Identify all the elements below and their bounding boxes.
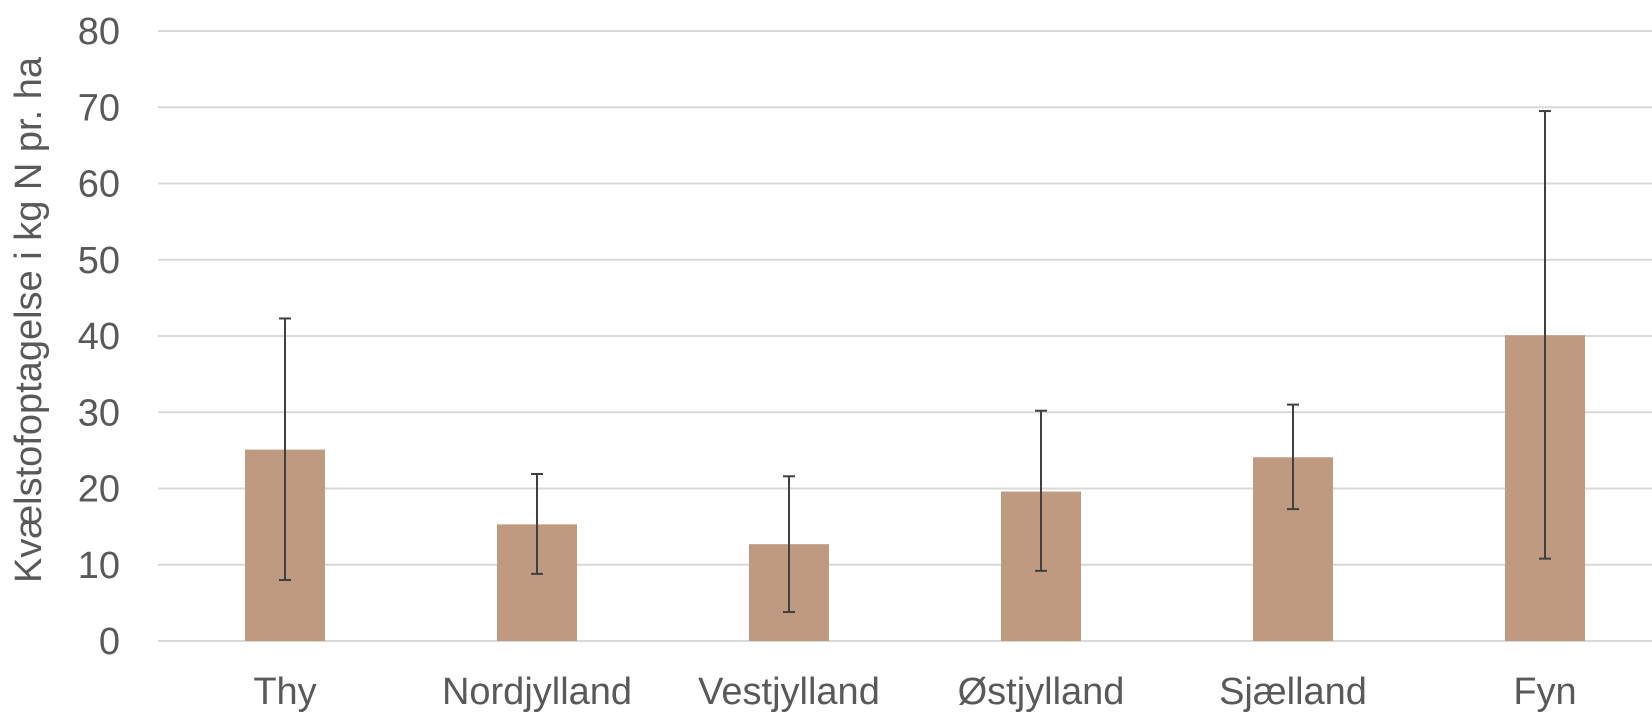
error-bar-vestjylland <box>783 475 795 614</box>
x-tick-label: Nordjylland <box>442 671 632 713</box>
y-tick-label: 30 <box>78 392 120 434</box>
y-tick-label: 20 <box>78 469 120 511</box>
y-tick-label: 60 <box>78 164 120 206</box>
gridlines <box>158 30 1652 642</box>
y-tick-label: 10 <box>78 545 120 587</box>
y-axis-tick-labels: 0 10 20 30 40 50 60 70 80 <box>78 11 120 663</box>
y-tick-label: 80 <box>78 11 120 53</box>
x-tick-label: Østjylland <box>958 671 1125 713</box>
y-tick-label: 70 <box>78 87 120 129</box>
x-tick-label: Thy <box>253 671 316 713</box>
error-bar-østjylland <box>1035 409 1047 572</box>
x-tick-label: Fyn <box>1513 671 1576 713</box>
y-tick-label: 50 <box>78 240 120 282</box>
error-bar-fyn <box>1539 110 1551 560</box>
x-tick-label: Sjælland <box>1219 671 1367 713</box>
error-bar-nordjylland <box>531 473 543 575</box>
x-axis-tick-labels: Thy Nordjylland Vestjylland Østjylland Sjæll… <box>253 671 1576 713</box>
error-bar-sjælland <box>1287 403 1299 511</box>
error-bars <box>279 110 1551 614</box>
error-bar-thy <box>279 317 291 581</box>
x-tick-label: Vestjylland <box>698 671 880 713</box>
y-axis-label: Kvælstofoptagelse i kg N pr. ha <box>8 56 50 583</box>
y-tick-label: 0 <box>99 621 120 663</box>
y-tick-label: 40 <box>78 316 120 358</box>
